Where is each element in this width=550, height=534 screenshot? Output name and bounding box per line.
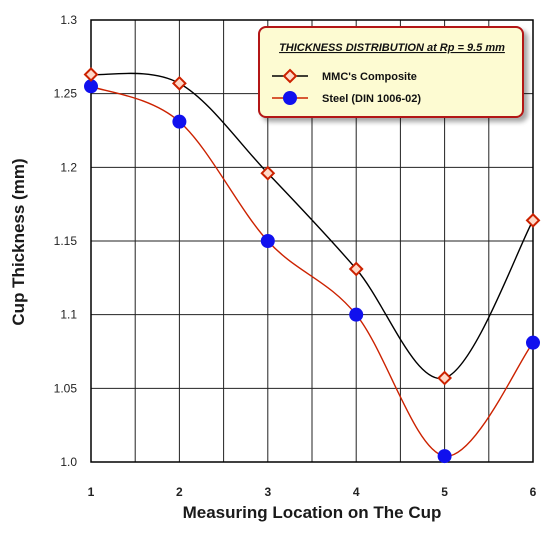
x-tick-label: 1 <box>88 485 95 499</box>
x-tick-label: 6 <box>530 485 537 499</box>
data-point-mmc-composite <box>260 165 276 181</box>
data-point-steel <box>437 449 452 464</box>
data-point-steel <box>349 307 364 322</box>
y-tick-label: 1.25 <box>54 87 78 101</box>
tick-labels: 1 2 3 4 5 6 1.0 1.05 1.1 1.15 1.2 1.25 1.3 <box>54 13 537 499</box>
plot-frame <box>90 19 534 463</box>
data-point-steel <box>526 335 540 350</box>
y-tick-label: 1.3 <box>60 13 77 27</box>
y-tick-label: 1.05 <box>54 381 78 395</box>
data-point-mmc-composite <box>83 67 99 82</box>
x-tick-label: 5 <box>441 485 448 499</box>
y-tick-label: 1.1 <box>60 308 77 322</box>
legend-label-steel: Steel (DIN 1006-02) <box>322 93 421 105</box>
data-point-mmc-composite <box>525 212 541 228</box>
series <box>83 67 541 464</box>
data-point-steel <box>260 234 275 248</box>
data-point-steel <box>172 114 187 129</box>
legend-title: THICKNESS DISTRIBUTION at Rp = 9.5 mm <box>279 42 505 54</box>
data-point-steel <box>84 79 98 94</box>
data-point-mmc-composite <box>171 75 187 91</box>
legend-entry-steel: Steel (DIN 1006-02) <box>272 91 421 105</box>
y-tick-label: 1.15 <box>54 234 78 248</box>
x-tick-label: 2 <box>176 485 183 499</box>
legend: THICKNESS DISTRIBUTION at Rp = 9.5 mm MM… <box>258 26 524 118</box>
y-axis-title: Cup Thickness (mm) <box>9 158 28 325</box>
x-tick-label: 4 <box>353 485 360 499</box>
x-axis-title: Measuring Location on The Cup <box>183 503 442 522</box>
y-tick-label: 1.0 <box>60 455 77 469</box>
data-point-mmc-composite <box>437 370 453 386</box>
legend-label-mmc: MMC's Composite <box>322 71 417 83</box>
legend-entry-mmc: MMC's Composite <box>272 68 417 84</box>
legend-marker-mmc <box>282 68 298 84</box>
legend-marker-steel <box>283 91 297 105</box>
y-tick-label: 1.2 <box>60 160 77 174</box>
data-point-mmc-composite <box>348 261 364 277</box>
legend-box <box>258 26 524 118</box>
x-tick-label: 3 <box>264 485 271 499</box>
